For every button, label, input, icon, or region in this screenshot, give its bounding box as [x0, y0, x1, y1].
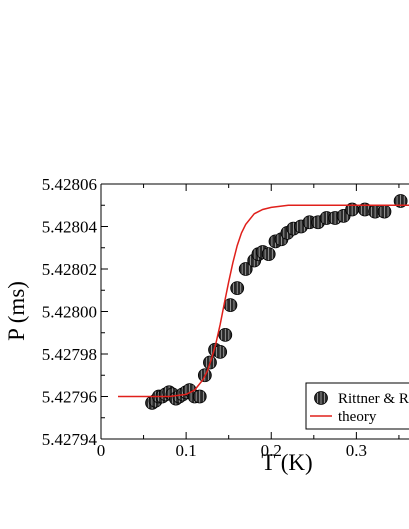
legend-label: Rittner & Reppy	[338, 391, 409, 407]
x-tick-label: 0.1	[175, 441, 196, 460]
plot-area	[118, 194, 409, 410]
data-point	[238, 262, 253, 276]
x-tick-label: 0.2	[261, 441, 282, 460]
data-point	[357, 202, 372, 217]
data-point	[377, 204, 392, 219]
x-axis-title: T (K)	[261, 450, 312, 475]
y-tick-label: 5.42794	[42, 430, 98, 449]
y-tick-label: 5.42802	[42, 260, 97, 279]
legend-label: theory	[338, 409, 377, 425]
data-point	[261, 247, 276, 262]
data-point	[218, 327, 233, 342]
legend-box	[305, 382, 409, 430]
theory-curve	[118, 204, 409, 398]
y-tick-label: 5.42798	[42, 345, 97, 364]
y-axis-title: P (ms)	[4, 281, 29, 341]
data-point	[192, 389, 207, 404]
data-point	[213, 344, 228, 359]
data-point	[230, 281, 245, 296]
y-tick-label: 5.42796	[42, 388, 97, 407]
legend: Rittner & Reppy theory	[305, 382, 409, 430]
axes: 00.10.20.30.45.427945.427965.427985.4280…	[42, 175, 409, 460]
data-point	[393, 194, 408, 208]
y-tick-label: 5.42800	[42, 303, 97, 322]
x-tick-label: 0.3	[346, 441, 367, 460]
x-tick-label: 0	[97, 441, 106, 460]
y-tick-label: 5.42806	[42, 175, 97, 194]
y-tick-label: 5.42804	[42, 218, 98, 237]
data-point	[223, 298, 238, 313]
legend-marker-swatch	[314, 391, 328, 405]
